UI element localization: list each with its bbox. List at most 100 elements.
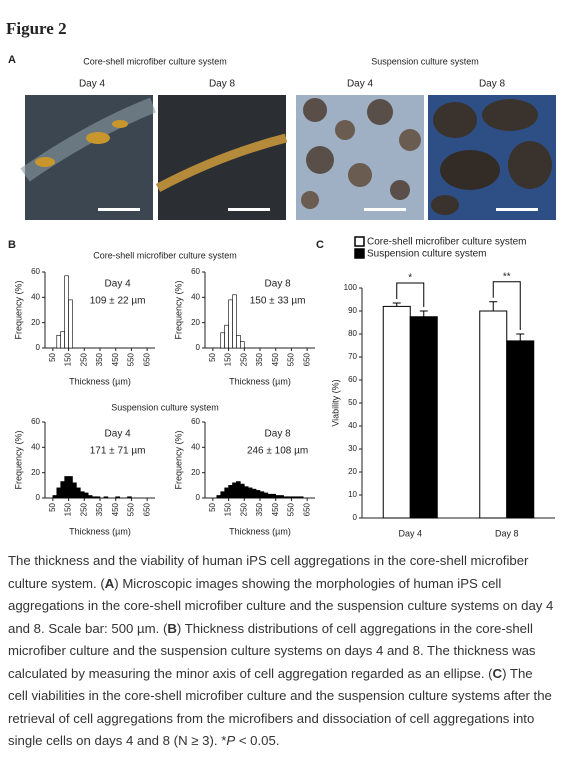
micrograph bbox=[296, 95, 424, 220]
y-tick-label: 60 bbox=[191, 417, 200, 426]
x-tick-label: 350 bbox=[255, 352, 264, 366]
y-tick-label: 40 bbox=[191, 442, 200, 451]
y-axis-label: Viability (%) bbox=[330, 379, 340, 426]
y-tick-label: 20 bbox=[191, 318, 200, 327]
histogram-bar bbox=[72, 482, 77, 499]
histogram-bar bbox=[115, 496, 120, 499]
x-tick-label: 650 bbox=[302, 502, 311, 516]
x-tick-label: 50 bbox=[48, 502, 57, 511]
y-tick-label: 40 bbox=[31, 442, 40, 451]
histogram-bar bbox=[224, 487, 229, 499]
significance-mark: ** bbox=[503, 271, 511, 282]
caption-text: ) Microscopic images showing the morphol… bbox=[8, 575, 554, 636]
y-tick-label: 60 bbox=[348, 375, 357, 384]
histogram-bar bbox=[56, 487, 62, 499]
bar bbox=[409, 316, 438, 519]
histogram-bar bbox=[232, 482, 237, 499]
caption-text: P bbox=[226, 733, 236, 748]
histogram-bar bbox=[263, 492, 269, 499]
significance-mark: * bbox=[408, 273, 412, 284]
histogram-bar bbox=[240, 341, 245, 349]
y-tick-label: 0 bbox=[36, 493, 41, 502]
day-label: Day 4 bbox=[79, 79, 106, 90]
histogram-bar bbox=[228, 299, 233, 349]
micrograph bbox=[155, 95, 288, 220]
histogram-bar bbox=[251, 488, 257, 499]
y-tick-label: 60 bbox=[31, 417, 40, 426]
x-axis-label: Thickness (µm) bbox=[69, 376, 131, 386]
y-axis-label: Frequency (%) bbox=[173, 280, 183, 339]
histogram-bar bbox=[236, 335, 241, 349]
x-axis-label: Thickness (µm) bbox=[229, 526, 291, 536]
histogram-bar bbox=[60, 481, 65, 499]
histogram-bar bbox=[91, 496, 97, 499]
x-tick-label: 450 bbox=[111, 352, 120, 366]
caption-text: ) The cell viabilities in the core-shell… bbox=[8, 665, 552, 749]
histogram-bar bbox=[76, 487, 81, 499]
y-tick-label: 40 bbox=[191, 292, 200, 301]
histogram-bar bbox=[64, 275, 69, 349]
y-tick-label: 80 bbox=[348, 329, 357, 338]
caption-text: ) Thickness distributions of cell aggreg… bbox=[8, 620, 536, 681]
x-tick-label: 650 bbox=[142, 502, 151, 516]
x-tick-label: 150 bbox=[224, 502, 233, 516]
y-tick-label: 10 bbox=[348, 490, 357, 499]
caption-text: B bbox=[167, 620, 177, 636]
x-axis-label: Thickness (µm) bbox=[69, 526, 131, 536]
legend-swatch bbox=[354, 236, 365, 247]
histogram-bar bbox=[56, 335, 62, 349]
significance-bracket bbox=[396, 282, 425, 307]
bar bbox=[506, 340, 535, 519]
histogram-bar bbox=[283, 496, 288, 499]
histogram-bar bbox=[224, 324, 229, 349]
panel-label: A bbox=[8, 54, 16, 66]
y-tick-label: 60 bbox=[31, 267, 40, 276]
y-tick-label: 0 bbox=[36, 343, 41, 352]
y-axis-label: Frequency (%) bbox=[13, 280, 23, 339]
x-tick-label: 150 bbox=[64, 352, 73, 366]
group-title: Suspension culture system bbox=[371, 56, 479, 66]
annotation: 246 ± 108 µm bbox=[247, 446, 308, 457]
histogram-bar bbox=[80, 491, 85, 499]
y-tick-label: 50 bbox=[348, 398, 357, 407]
bar bbox=[479, 310, 508, 519]
x-tick-label: 50 bbox=[208, 352, 217, 361]
error-bar bbox=[516, 333, 525, 341]
y-axis-label: Frequency (%) bbox=[173, 430, 183, 489]
x-tick-label: 450 bbox=[271, 502, 280, 516]
y-tick-label: 90 bbox=[348, 306, 357, 315]
x-tick-label: 50 bbox=[208, 502, 217, 511]
histogram-bar bbox=[275, 495, 280, 499]
error-bar bbox=[419, 310, 428, 317]
annotation: Day 8 bbox=[265, 279, 292, 290]
x-tick-label: 550 bbox=[287, 352, 296, 366]
group-title: Core-shell microfiber culture system bbox=[83, 56, 227, 66]
histogram-bar bbox=[216, 495, 222, 499]
y-axis-label: Frequency (%) bbox=[13, 430, 23, 489]
histogram-bar bbox=[127, 496, 132, 499]
histogram-bar bbox=[95, 496, 101, 499]
figure-title: Figure 2 bbox=[6, 19, 67, 38]
y-tick-label: 40 bbox=[31, 292, 40, 301]
caption-text: < 0.05. bbox=[235, 733, 280, 748]
day-label: Day 8 bbox=[209, 79, 236, 90]
panel-label: C bbox=[316, 239, 324, 251]
histogram-bar bbox=[228, 485, 233, 499]
histogram-bar bbox=[298, 496, 304, 499]
legend-label: Suspension culture system bbox=[367, 249, 487, 260]
day-label: Day 8 bbox=[479, 79, 506, 90]
histogram-bar bbox=[220, 332, 225, 349]
legend-label: Core-shell microfiber culture system bbox=[367, 237, 527, 248]
y-tick-label: 20 bbox=[31, 318, 40, 327]
annotation: Day 8 bbox=[265, 429, 292, 440]
histogram-bar bbox=[232, 294, 237, 349]
x-tick-label: 250 bbox=[79, 352, 88, 366]
y-tick-label: 20 bbox=[31, 468, 40, 477]
x-tick-label: 650 bbox=[142, 352, 151, 366]
x-tick-label: 350 bbox=[95, 502, 104, 516]
annotation: Day 4 bbox=[105, 429, 132, 440]
histogram-bar bbox=[87, 495, 93, 499]
group-title: Core-shell microfiber culture system bbox=[93, 250, 237, 260]
histogram-bar bbox=[295, 496, 300, 499]
